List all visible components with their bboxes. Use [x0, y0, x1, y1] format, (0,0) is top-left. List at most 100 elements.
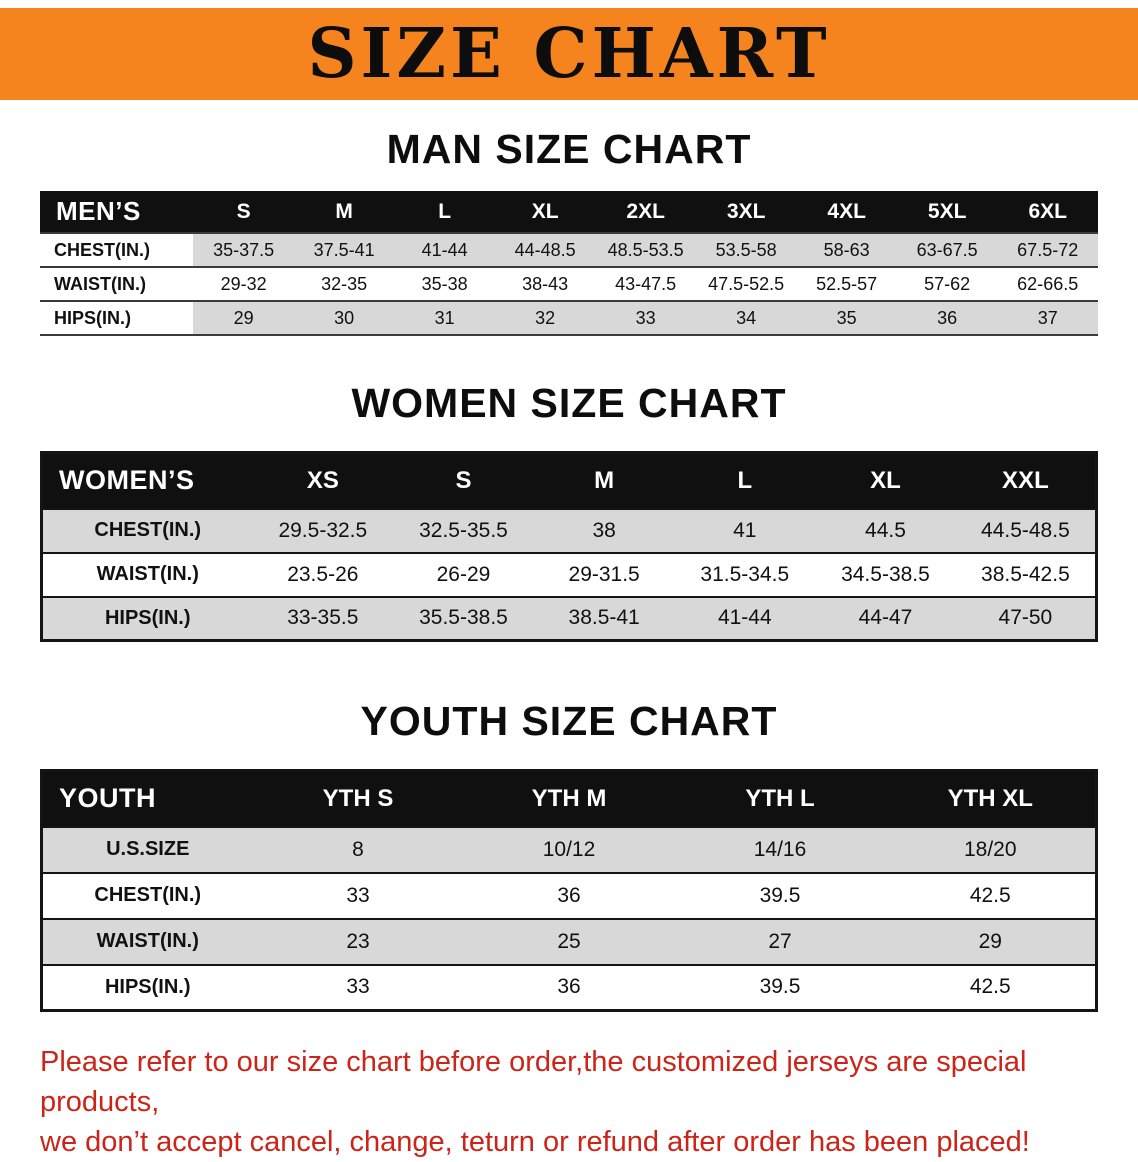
size-value-cell: 37 [1037, 307, 1058, 328]
size-value-cell: 43-47.5 [615, 273, 677, 294]
measurement-row-label: CHEST(IN.) [94, 884, 202, 906]
table-row: WAIST(IN.) 29-32 32-35 35-38 38-43 43-47.5 47.… [40, 267, 1098, 301]
table-header-row: WOMEN’S XS S M L XL XXL [41, 452, 1097, 509]
size-value-cell: 35 [836, 307, 857, 328]
size-value-cell: 38.5-42.5 [981, 562, 1070, 586]
size-value-cell: 47.5-52.5 [708, 273, 785, 294]
size-column-header: S [236, 199, 251, 223]
size-column-header: XS [306, 466, 339, 494]
size-column-header: 2XL [626, 199, 665, 223]
table-row: CHEST(IN.) 35-37.5 37.5-41 41-44 44-48.5 48.5… [40, 233, 1098, 267]
size-value-cell: 37.5-41 [313, 239, 375, 260]
page-title: SIZE CHART [307, 14, 831, 94]
size-value-cell: 38.5-41 [568, 606, 640, 630]
men-section-heading: MAN SIZE CHART [386, 126, 752, 172]
table-row: CHEST(IN.) 29.5-32.5 32.5-35.5 38 41 44.5 44.5… [41, 508, 1097, 553]
table-row: HIPS(IN.) 33 36 39.5 42.5 [41, 964, 1097, 1011]
size-value-cell: 18/20 [963, 837, 1017, 861]
size-value-cell: 52.5-57 [816, 273, 878, 294]
women-size-table: WOMEN’S XS S M L XL XXL CHEST(IN.) 29.5-32.5 32.5… [40, 451, 1098, 642]
size-value-cell: 23 [346, 929, 370, 953]
size-value-cell: 33 [346, 883, 370, 907]
size-value-cell: 35.5-38.5 [419, 606, 508, 630]
youth-section: YOUTH SIZE CHART YOUTH YTH S YTH M YTH L YTH… [0, 698, 1138, 1012]
size-column-header: YTH XL [947, 784, 1033, 812]
size-column-header: L [737, 466, 753, 494]
measurement-row-label: CHEST(IN.) [94, 519, 202, 541]
size-column-header: L [438, 199, 452, 223]
table-row: WAIST(IN.) 23 25 27 29 [41, 918, 1097, 965]
women-section-heading: WOMEN SIZE CHART [351, 380, 787, 426]
table-row: HIPS(IN.) 33-35.5 35.5-38.5 38.5-41 41-44 44-… [41, 596, 1097, 641]
size-value-cell: 31.5-34.5 [700, 562, 790, 586]
size-column-header: YTH S [322, 784, 394, 812]
size-value-cell: 33-35.5 [287, 606, 359, 630]
measurement-row-label: HIPS(IN.) [104, 606, 191, 629]
size-column-header: XL [870, 466, 901, 494]
size-value-cell: 30 [334, 307, 355, 328]
size-value-cell: 29 [233, 307, 254, 328]
size-value-cell: 35-38 [421, 273, 468, 294]
size-value-cell: 42.5 [969, 883, 1011, 907]
size-value-cell: 8 [352, 837, 364, 861]
youth-section-heading: YOUTH SIZE CHART [360, 698, 778, 744]
size-value-cell: 27 [768, 929, 792, 953]
size-value-cell: 29-31.5 [568, 562, 640, 586]
size-value-cell: 34.5-38.5 [841, 562, 930, 586]
size-value-cell: 48.5-53.5 [607, 239, 684, 260]
table-group-label: WOMEN’S [59, 465, 195, 496]
size-value-cell: 26-29 [436, 562, 491, 586]
size-value-cell: 41-44 [421, 239, 468, 260]
size-value-cell: 44.5 [865, 518, 906, 542]
size-value-cell: 47-50 [998, 606, 1053, 630]
size-column-header: M [594, 466, 615, 494]
table-group-label: YOUTH [59, 783, 156, 814]
banner: SIZE CHART [0, 8, 1138, 100]
size-column-header: 3XL [726, 199, 766, 223]
measurement-row-label: HIPS(IN.) [104, 975, 191, 998]
size-value-cell: 38-43 [522, 273, 569, 294]
size-value-cell: 39.5 [759, 975, 801, 999]
size-value-cell: 31 [434, 307, 455, 328]
size-value-cell: 44-48.5 [514, 239, 576, 260]
size-column-header: M [335, 199, 353, 223]
size-value-cell: 57-62 [924, 273, 971, 294]
size-value-cell: 29 [978, 929, 1002, 953]
youth-size-table: YOUTH YTH S YTH M YTH L YTH XL U.S.SIZE 8 10/12… [40, 769, 1098, 1012]
table-row: CHEST(IN.) 33 36 39.5 42.5 [41, 872, 1097, 919]
size-value-cell: 63-67.5 [916, 239, 978, 260]
size-value-cell: 53.5-58 [715, 239, 777, 260]
size-value-cell: 32 [535, 307, 556, 328]
size-value-cell: 33 [635, 307, 656, 328]
size-value-cell: 39.5 [759, 883, 801, 907]
measurement-row-label: WAIST(IN.) [96, 563, 199, 585]
size-column-header: 6XL [1028, 199, 1067, 223]
size-value-cell: 41 [733, 518, 757, 542]
size-value-cell: 36 [557, 975, 581, 999]
size-value-cell: 29.5-32.5 [278, 518, 368, 542]
size-value-cell: 62-66.5 [1017, 273, 1079, 294]
size-value-cell: 10/12 [542, 837, 596, 861]
measurement-row-label: U.S.SIZE [106, 838, 190, 860]
measurement-row-label: HIPS(IN.) [40, 301, 194, 335]
size-value-cell: 38 [592, 518, 616, 542]
size-value-cell: 58-63 [823, 239, 870, 260]
size-chart-page: SIZE CHART MAN SIZE CHART MEN’S S M L XL 2XL 3… [0, 8, 1138, 1158]
table-row: U.S.SIZE 8 10/12 14/16 18/20 [41, 826, 1097, 873]
table-row: WAIST(IN.) 23.5-26 26-29 29-31.5 31.5-34.5 34… [41, 552, 1097, 597]
disclaimer-line-1: Please refer to our size chart before or… [40, 1046, 1027, 1118]
size-value-cell: 67.5-72 [1017, 239, 1079, 260]
disclaimer: Please refer to our size chart before or… [40, 1042, 1100, 1162]
measurement-row-label: WAIST(IN.) [96, 930, 199, 952]
size-column-header: YTH M [531, 784, 607, 812]
size-column-header: 5XL [927, 199, 967, 223]
size-value-cell: 14/16 [753, 837, 807, 861]
size-value-cell: 44.5-48.5 [981, 518, 1070, 542]
size-value-cell: 41-44 [717, 606, 772, 630]
size-value-cell: 33 [346, 975, 370, 999]
size-value-cell: 32.5-35.5 [419, 518, 508, 542]
men-section: MAN SIZE CHART MEN’S S M L XL 2XL 3XL 4XL 5XL 6XL… [0, 126, 1138, 336]
disclaimer-line-2: we don’t accept cancel, change, teturn o… [40, 1126, 1030, 1158]
size-value-cell: 25 [557, 929, 581, 953]
size-value-cell: 42.5 [969, 975, 1011, 999]
